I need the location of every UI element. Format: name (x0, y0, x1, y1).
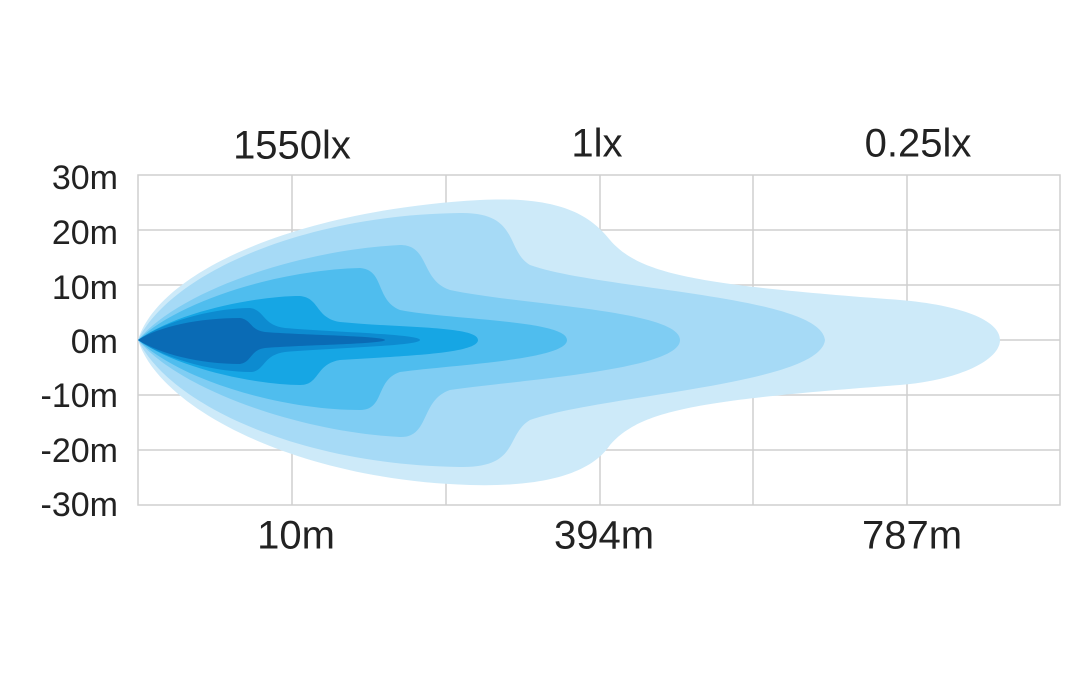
distance-label: 787m (862, 514, 962, 558)
beam-contours (138, 199, 1000, 486)
distance-label: 10m (257, 514, 335, 558)
y-label: -30m (41, 486, 118, 524)
y-label: 30m (52, 159, 118, 197)
y-label: -20m (41, 432, 118, 470)
distance-label: 394m (554, 514, 654, 558)
lux-label: 0.25lx (865, 122, 972, 166)
contour (138, 318, 385, 364)
y-label: -10m (41, 377, 118, 415)
y-label: 10m (52, 269, 118, 307)
y-label: 0m (71, 323, 118, 361)
y-label: 20m (52, 214, 118, 252)
lux-label: 1lx (571, 122, 622, 166)
lux-label: 1550lx (233, 124, 351, 168)
